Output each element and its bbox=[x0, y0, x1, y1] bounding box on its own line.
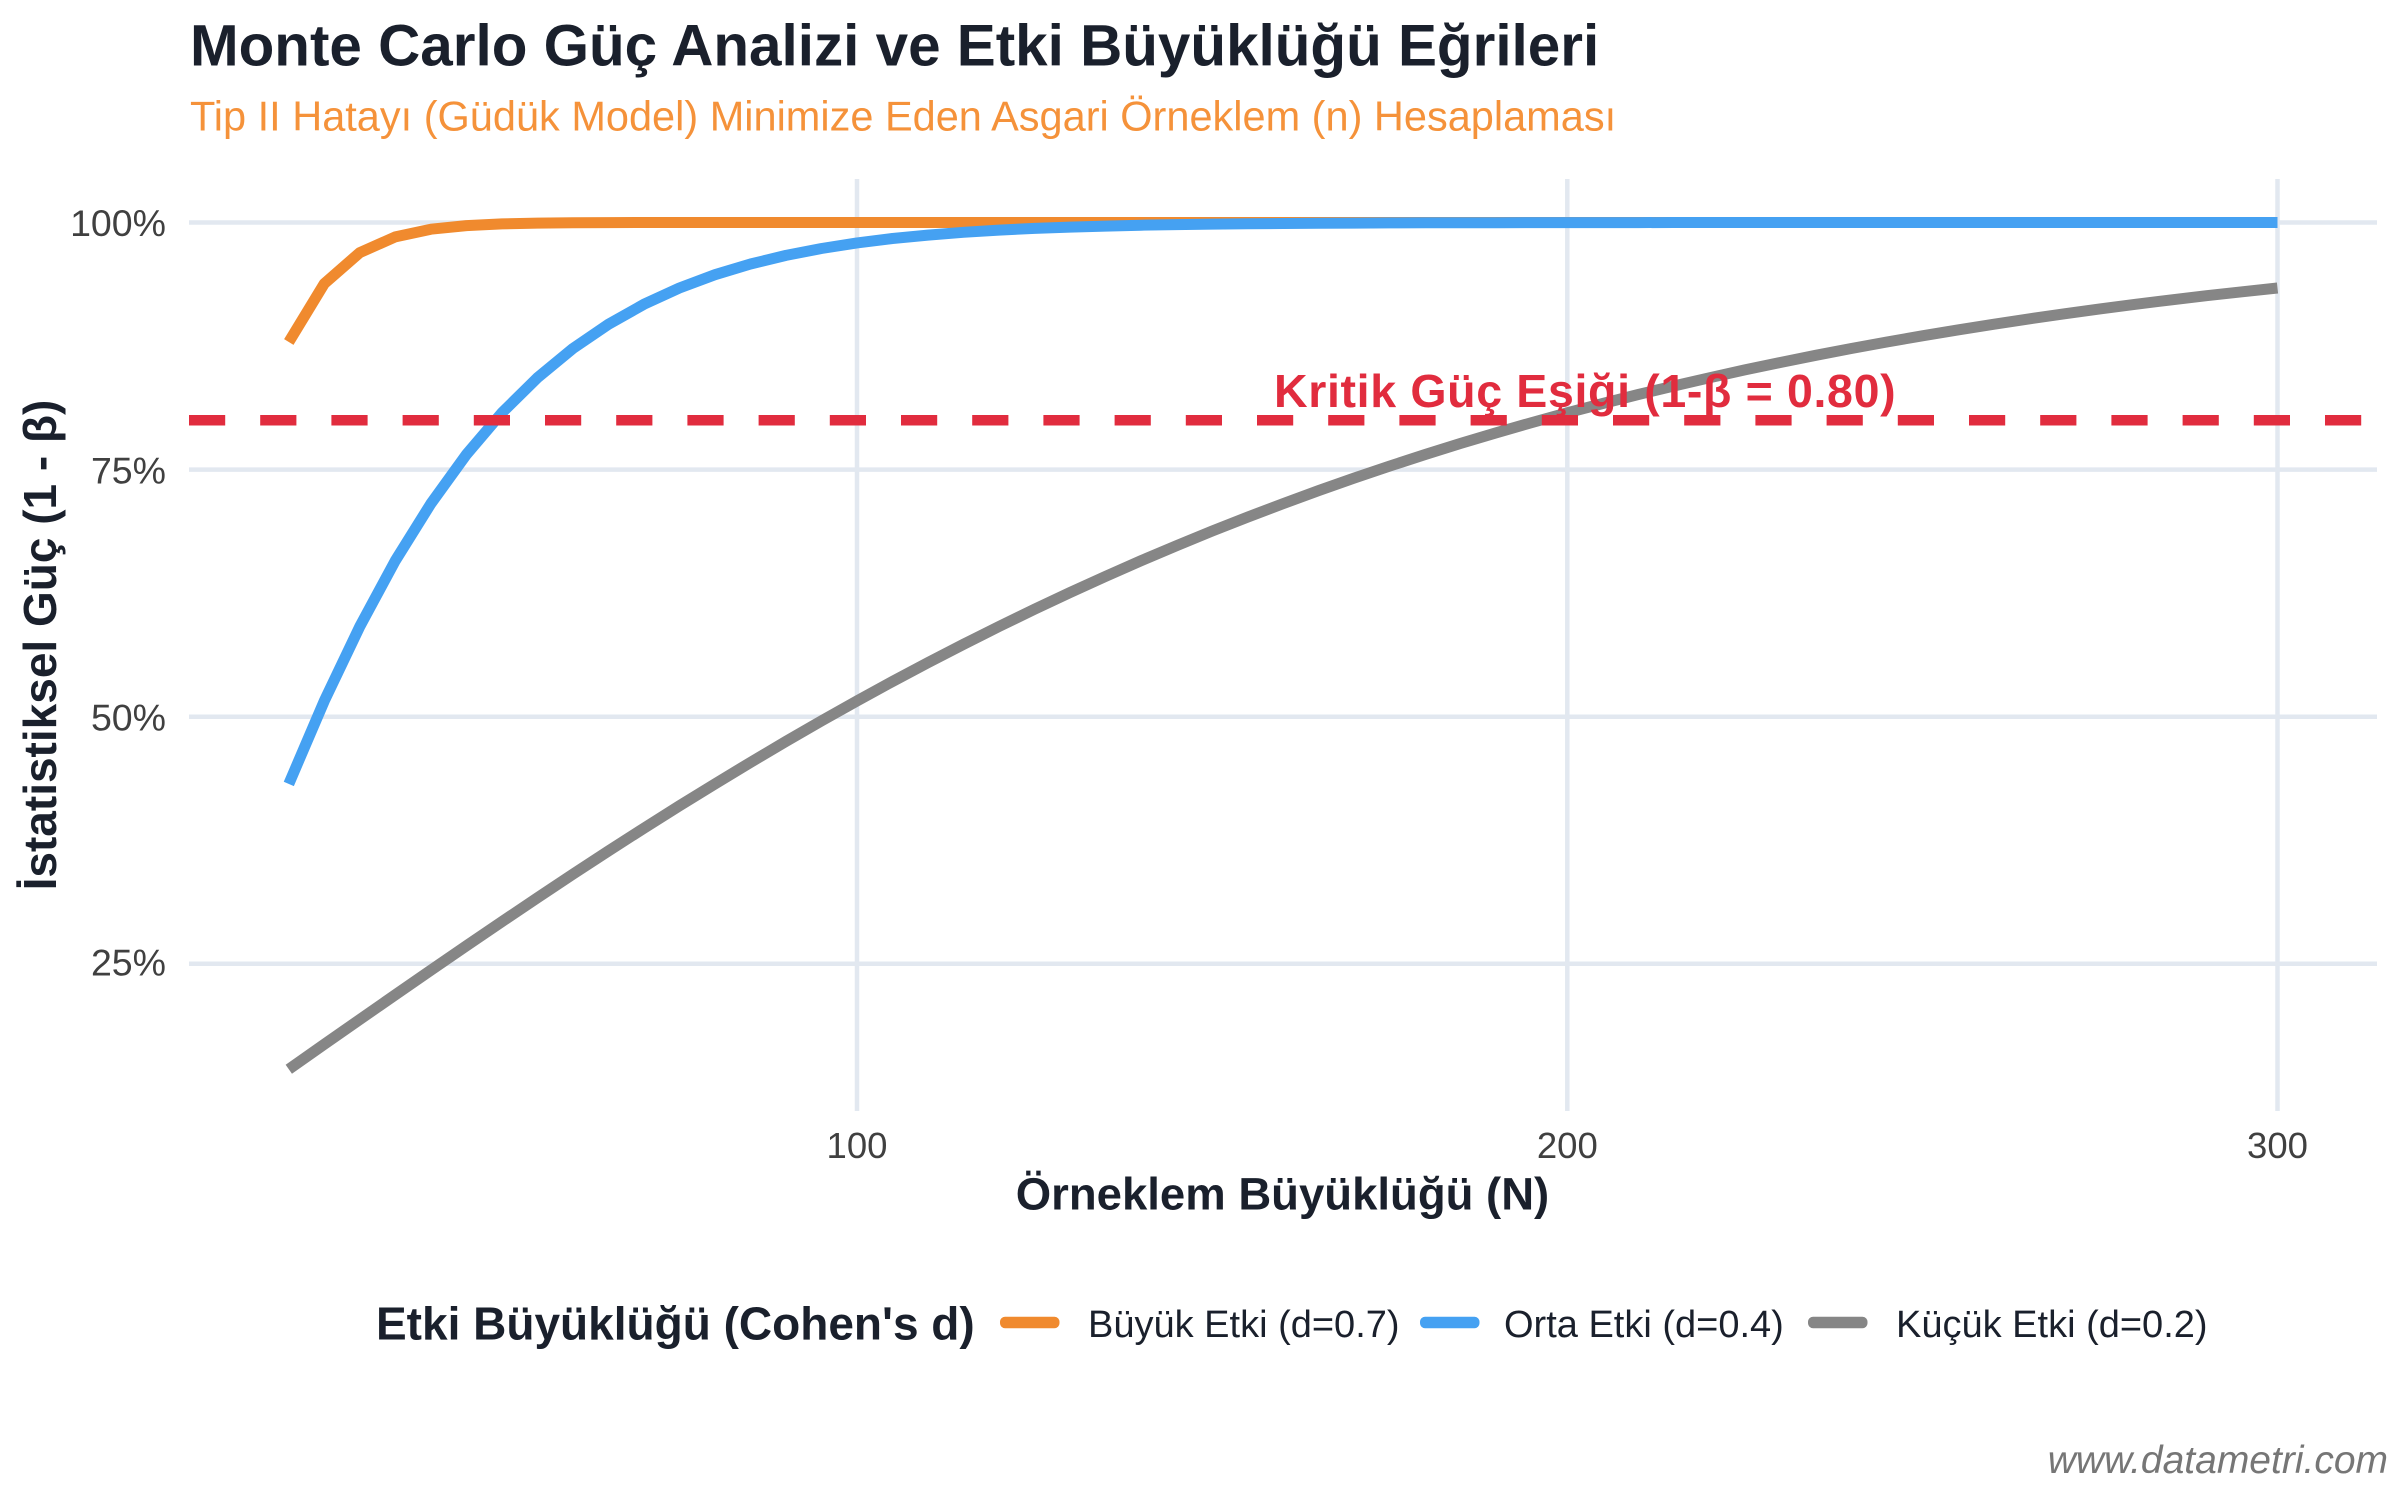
svg-text:50%: 50% bbox=[91, 696, 166, 738]
svg-text:www.datametri.com: www.datametri.com bbox=[2048, 1439, 2388, 1482]
svg-text:İstatistiksel Güç (1 - β): İstatistiksel Güç (1 - β) bbox=[14, 400, 66, 891]
svg-text:100: 100 bbox=[827, 1125, 888, 1166]
svg-text:Tip II Hatayı (Güdük Model) Mi: Tip II Hatayı (Güdük Model) Minimize Ede… bbox=[190, 93, 1616, 140]
svg-text:Küçük Etki (d=0.2): Küçük Etki (d=0.2) bbox=[1896, 1304, 2208, 1346]
svg-text:Büyük Etki (d=0.7): Büyük Etki (d=0.7) bbox=[1088, 1304, 1400, 1346]
svg-text:Orta Etki (d=0.4): Orta Etki (d=0.4) bbox=[1504, 1304, 1784, 1346]
svg-text:200: 200 bbox=[1537, 1125, 1598, 1166]
svg-text:75%: 75% bbox=[91, 449, 166, 491]
svg-text:300: 300 bbox=[2247, 1125, 2308, 1166]
svg-text:Monte Carlo Güç Analizi ve Etk: Monte Carlo Güç Analizi ve Etki Büyüklüğ… bbox=[190, 14, 1599, 79]
svg-text:Kritik Güç Eşiği (1-β = 0.80): Kritik Güç Eşiği (1-β = 0.80) bbox=[1274, 365, 1896, 417]
svg-text:25%: 25% bbox=[91, 942, 166, 984]
svg-text:100%: 100% bbox=[70, 202, 166, 244]
svg-text:Örneklem Büyüklüğü (N): Örneklem Büyüklüğü (N) bbox=[1016, 1169, 1549, 1220]
svg-text:Etki Büyüklüğü (Cohen's d): Etki Büyüklüğü (Cohen's d) bbox=[376, 1298, 975, 1350]
